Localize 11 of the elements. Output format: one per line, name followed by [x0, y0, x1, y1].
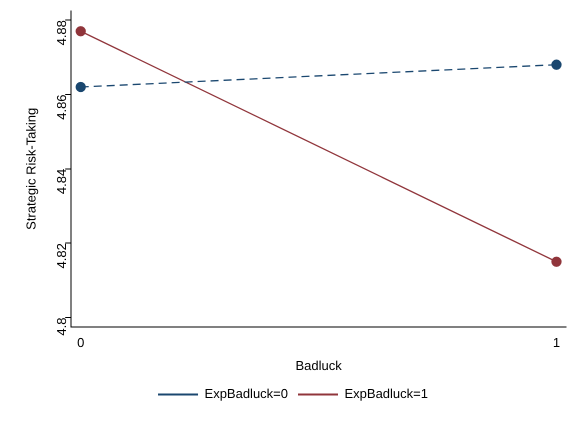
legend-label: ExpBadluck=0 — [204, 386, 288, 402]
y-axis-title: Strategic Risk-Taking — [23, 108, 38, 230]
y-tick-label: 4.86 — [54, 94, 69, 120]
x-tick-label: 1 — [552, 335, 560, 350]
legend-label: ExpBadluck=1 — [344, 386, 428, 402]
y-tick-label: 4.82 — [54, 243, 69, 268]
y-tick-label: 4.8 — [54, 318, 69, 336]
x-axis-title: Badluck — [295, 358, 342, 373]
y-tick-label: 4.84 — [54, 168, 69, 194]
x-tick-label: 0 — [77, 335, 84, 350]
y-tick-label: 4.88 — [54, 20, 69, 46]
